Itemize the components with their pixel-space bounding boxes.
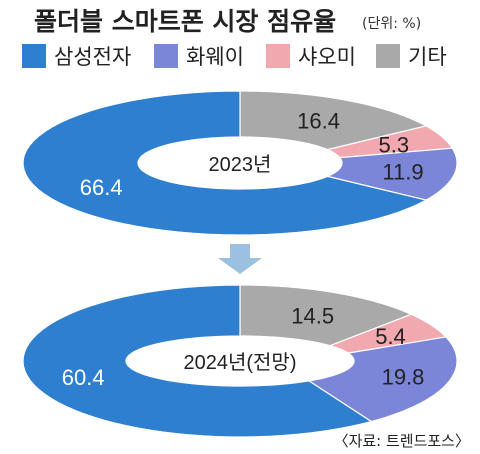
legend-swatch-xiaomi [266, 44, 290, 68]
down-arrow-icon [218, 244, 262, 274]
value-label-xiaomi-1: 5.4 [375, 324, 406, 349]
legend-swatch-samsung [22, 44, 46, 68]
value-label-xiaomi-0: 5.3 [379, 132, 410, 157]
legend-label-xiaomi: 샤오미 [298, 45, 356, 69]
source-note: 〈자료: 트렌드포스〉 [334, 432, 470, 450]
legend: 삼성전자 화웨이 샤오미 기타 [22, 44, 447, 69]
legend-label-huawei: 화웨이 [186, 45, 244, 69]
value-label-samsung-0: 66.4 [80, 175, 123, 200]
legend-swatch-huawei [154, 44, 178, 68]
value-label-huawei-0: 11.9 [382, 160, 423, 185]
donut-2023: 66.4 11.9 5.3 16.4 2023년 [22, 90, 458, 236]
donut-2024: 60.4 19.8 5.4 14.5 2024년(전망) [22, 284, 458, 438]
slice-samsung-1 [22, 284, 373, 438]
center-label-1: 2024년(전망) [183, 351, 296, 374]
legend-label-other: 기타 [408, 45, 447, 69]
value-label-huawei-1: 19.8 [382, 365, 425, 390]
legend-label-samsung: 삼성전자 [54, 45, 131, 69]
slice-samsung-0 [22, 90, 428, 236]
value-label-samsung-1: 60.4 [62, 365, 105, 390]
center-label-0: 2023년 [209, 153, 272, 176]
value-label-other-1: 14.5 [291, 304, 334, 329]
value-label-other-0: 16.4 [297, 108, 340, 133]
unit-label: (단위: %) [362, 16, 421, 32]
legend-swatch-other [376, 44, 400, 68]
chart-title: 폴더블 스마트폰 시장 점유율 [34, 7, 336, 36]
